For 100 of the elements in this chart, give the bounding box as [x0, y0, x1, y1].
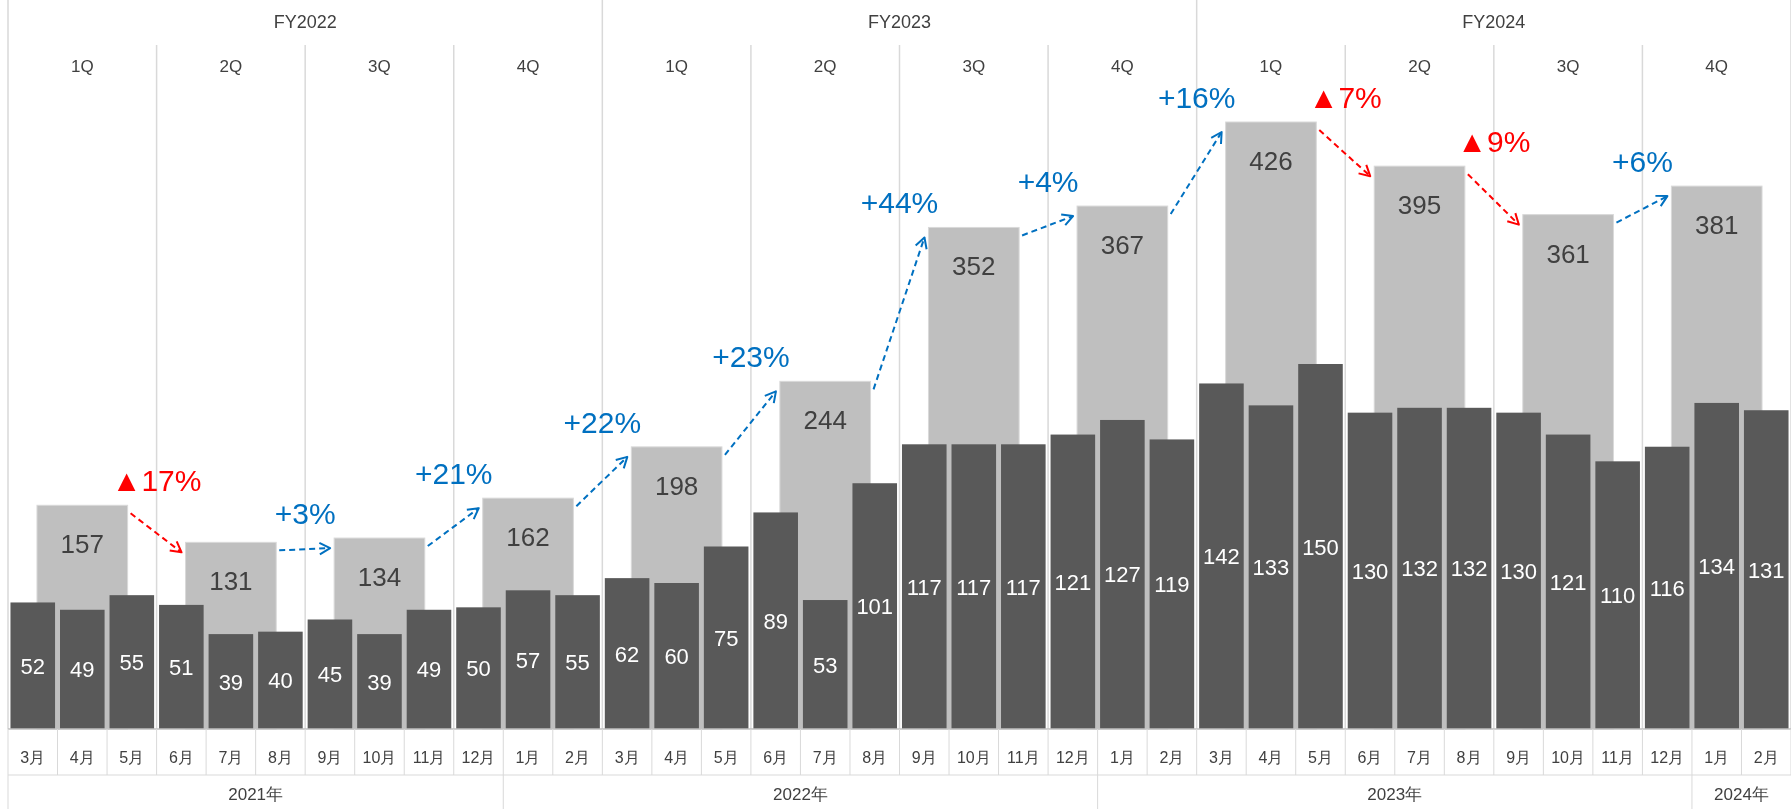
- bar: [951, 444, 997, 729]
- x-tick-label: 6月: [1357, 749, 1383, 766]
- data-label: 39: [218, 669, 244, 695]
- data-label: 121: [1054, 569, 1092, 595]
- data-label: 75: [713, 625, 739, 651]
- bar: [109, 595, 155, 729]
- text: 2023年: [1367, 785, 1423, 804]
- data-label: 198: [654, 470, 699, 501]
- x-tick-label: 6月: [168, 749, 194, 766]
- data-label: 53: [812, 652, 838, 678]
- data-label: 134: [1698, 553, 1736, 579]
- text: 2021年: [228, 785, 284, 804]
- data-label: 352: [952, 251, 996, 282]
- x-tick-label: 4Q: [1705, 57, 1729, 76]
- data-label: 157: [60, 529, 104, 560]
- bar: [1694, 402, 1739, 729]
- data-label: 50: [466, 656, 491, 682]
- data-label: 132: [1450, 556, 1488, 582]
- x-tick-label: 3Q: [1556, 57, 1580, 76]
- data-label: 52: [20, 653, 46, 679]
- x-tick-label: 8月: [1456, 749, 1482, 766]
- data-label: 40: [268, 668, 293, 694]
- bar: [505, 590, 551, 729]
- x-tick-label: 4月: [1258, 749, 1284, 766]
- text: 2022年: [773, 785, 828, 804]
- data-label: 134: [357, 562, 402, 593]
- x-tick-label: 1Q: [1259, 57, 1283, 76]
- annotation: ▲9%: [1457, 125, 1531, 159]
- bar: [456, 607, 501, 729]
- bar: [1347, 412, 1393, 729]
- data-label: 110: [1600, 583, 1636, 609]
- bar: [1298, 364, 1343, 729]
- x-tick-label: 9月: [911, 749, 937, 766]
- x-tick-label: 2月: [1753, 749, 1779, 766]
- bar: [802, 600, 848, 729]
- bar: [60, 609, 105, 729]
- data-label: 121: [1549, 569, 1587, 595]
- bar: [1397, 407, 1442, 729]
- data-label: 45: [317, 662, 343, 688]
- data-label: 117: [956, 574, 992, 600]
- x-tick-label: 12月: [1650, 749, 1685, 766]
- bar: [1248, 405, 1294, 729]
- bar: [406, 609, 452, 729]
- data-label: 127: [1104, 562, 1141, 588]
- data-label: 49: [70, 657, 95, 683]
- x-tick-label: 8月: [862, 749, 888, 766]
- data-label: 60: [664, 644, 689, 669]
- x-tick-label: 1月: [515, 749, 541, 766]
- bar: [1595, 461, 1640, 729]
- x-tick-label: 1Q: [70, 57, 94, 76]
- data-label: 55: [119, 650, 145, 676]
- text: 2024年: [1714, 785, 1769, 804]
- data-label: 133: [1252, 555, 1290, 581]
- bar: [1496, 412, 1541, 729]
- x-tick-label: 11月: [1601, 749, 1634, 766]
- x-tick-label: 1月: [1109, 749, 1135, 766]
- annotation: +23%: [712, 340, 790, 374]
- bar: [10, 602, 56, 729]
- x-tick-label: 10月: [1551, 749, 1586, 766]
- data-label: 244: [803, 405, 847, 436]
- x-tick-label: 2Q: [813, 57, 837, 76]
- x-tick-label: 5月: [119, 749, 145, 766]
- bar: [654, 583, 699, 729]
- bar: [1149, 439, 1195, 729]
- x-tick-label: 2月: [565, 749, 591, 766]
- x-tick-label: 11月: [412, 749, 446, 766]
- data-label: 62: [614, 641, 640, 667]
- bar: [1199, 383, 1244, 729]
- annotation: +22%: [563, 405, 642, 439]
- x-tick-label: 10月: [956, 749, 991, 766]
- data-label: 131: [209, 566, 253, 597]
- x-tick-label: 3月: [20, 749, 46, 766]
- x-tick-label: 3月: [1208, 749, 1234, 766]
- text: ▲7%: [1308, 81, 1382, 114]
- x-tick-label: 4Q: [1111, 57, 1134, 76]
- data-label: 130: [1500, 558, 1537, 584]
- data-label: 130: [1351, 558, 1389, 584]
- data-label: 117: [906, 574, 942, 600]
- data-label: 381: [1695, 210, 1739, 241]
- x-tick-label: 5月: [1308, 749, 1333, 766]
- bar: [1644, 446, 1690, 729]
- bar: [357, 634, 402, 729]
- x-tick-label: 5月: [713, 749, 739, 766]
- x-tick-label: 2Q: [219, 57, 243, 76]
- x-tick-label: 4月: [664, 749, 690, 766]
- data-label: 142: [1203, 544, 1240, 570]
- x-tick-label: 3月: [614, 749, 640, 766]
- x-tick-label: 11月: [1007, 749, 1040, 766]
- data-label: 89: [763, 608, 788, 634]
- data-label: 367: [1100, 230, 1145, 261]
- x-tick-label: 10月: [362, 749, 397, 766]
- x-tick-label: 9月: [1506, 749, 1532, 766]
- data-label: 361: [1546, 238, 1590, 269]
- bar: [901, 444, 947, 729]
- x-tick-label: 7月: [218, 749, 244, 766]
- data-label: 49: [416, 657, 442, 683]
- data-label: 131: [1747, 557, 1785, 583]
- data-label: 55: [565, 650, 590, 676]
- annotation: +4%: [1017, 165, 1079, 199]
- data-label: 150: [1302, 534, 1339, 560]
